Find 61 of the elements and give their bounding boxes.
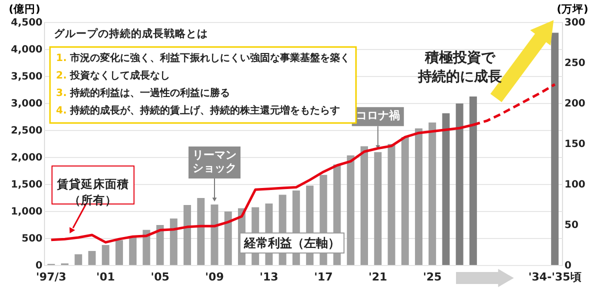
y2-tick-label: 200	[564, 98, 586, 110]
bar	[456, 104, 464, 265]
y-tick-label: 1,000	[10, 206, 43, 218]
x-tick-label: '21	[368, 270, 388, 284]
bar	[197, 198, 205, 265]
text: 賃貸延床面積（所有）	[56, 177, 129, 207]
y-tick-label: 1,500	[10, 180, 43, 190]
y-tick-label: 0	[36, 260, 43, 272]
annotation: 4. 持続的成長が、持続的賃上げ、持続的株主還元増をもたらす	[56, 104, 340, 116]
x-tick-label: '01	[96, 270, 115, 284]
y-tick-label: 2,500	[10, 126, 43, 136]
annotation: 積極投資で持続的に成長	[417, 50, 502, 85]
y2-tick-label: 0	[564, 260, 572, 272]
y-tick-label: 4,500	[10, 18, 43, 28]
y2-tick-label: 250	[564, 58, 586, 69]
bar	[156, 225, 164, 265]
bar	[360, 146, 368, 265]
y-tick-label: 3,500	[10, 72, 43, 82]
bar	[102, 245, 110, 265]
x-tick-label: '05	[150, 270, 170, 284]
x-tick-label: '25	[422, 270, 442, 284]
bar	[346, 155, 354, 265]
y-tick-label: 500	[22, 234, 43, 244]
bar	[551, 32, 559, 265]
y-axis-title: (億円)	[8, 2, 40, 16]
bar	[401, 137, 409, 265]
y-tick-label: 2,000	[10, 152, 43, 164]
bar	[210, 204, 218, 265]
x-tick-label: '17	[314, 270, 333, 284]
x-tick-label: '13	[260, 270, 278, 284]
annotation: 1. 市況の変化に強く、利益下振れしにくい強固な事業基盤を築く	[56, 52, 350, 64]
bar	[442, 113, 450, 265]
x-tick-label: '34-'35頃	[528, 270, 582, 284]
bar	[88, 250, 96, 265]
annotation: 2. 投資なくして成長なし	[56, 70, 170, 82]
bar	[74, 254, 82, 265]
bar	[170, 218, 178, 265]
x-tick-label: '97/3	[36, 270, 66, 284]
bar	[142, 230, 150, 265]
bar	[388, 144, 396, 265]
bar	[115, 240, 123, 265]
y2-tick-label: 300	[564, 18, 586, 28]
bar	[129, 236, 137, 265]
bar	[374, 152, 382, 265]
bar	[224, 212, 232, 265]
bar	[184, 205, 192, 265]
y2-tick-label: 50	[564, 220, 578, 231]
bar	[469, 96, 477, 265]
annotation: 3. 持続的利益は、一過性の利益に勝る	[56, 87, 230, 99]
annotation: コロナ禍	[356, 109, 400, 122]
y-tick-label: 4,000	[10, 44, 43, 56]
series-label: 経常利益（左軸）	[243, 236, 340, 250]
y2-tick-label: 150	[564, 139, 586, 150]
bar	[428, 122, 436, 265]
annotation: リーマンショック	[192, 148, 237, 175]
bar	[414, 128, 422, 265]
x-tick-label: '09	[205, 270, 224, 284]
y-tick-label: 3,000	[10, 98, 43, 110]
annotation: グループの持続的成長戦略とは	[54, 27, 208, 40]
y2-tick-label: 100	[564, 180, 586, 190]
y2-axis-title: (万坪)	[556, 2, 588, 16]
